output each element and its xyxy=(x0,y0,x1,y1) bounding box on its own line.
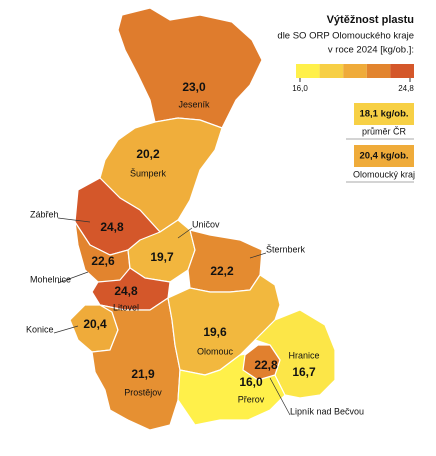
region-name: Olomouc xyxy=(197,346,234,356)
region-value: 24,8 xyxy=(100,220,124,234)
region-name: Jeseník xyxy=(178,99,210,109)
region-value: 16,0 xyxy=(239,375,263,389)
leader-line xyxy=(269,377,291,416)
legend-swatch xyxy=(390,64,414,78)
region-value: 23,0 xyxy=(182,80,206,94)
leader-line xyxy=(249,252,267,259)
region-name: Zábřeh xyxy=(30,209,59,219)
reference-box xyxy=(354,103,414,125)
region-name: Hranice xyxy=(288,350,319,360)
legend-swatch xyxy=(296,64,320,78)
region xyxy=(117,7,263,129)
reference-caption: průměr ČR xyxy=(362,126,407,136)
reference-label: 20,4 kg/ob. xyxy=(359,151,408,162)
region-value: 22,6 xyxy=(91,254,115,268)
legend-subtitle: dle SO ORP Olomouckého kraje xyxy=(277,31,414,42)
reference-caption: Olomoucký kraj xyxy=(353,169,415,179)
legend-title: Výtěžnost plastu xyxy=(327,14,414,26)
region-value: 24,8 xyxy=(114,284,138,298)
region-value: 16,7 xyxy=(292,365,316,379)
region-value: 21,9 xyxy=(131,367,155,381)
legend-swatch xyxy=(319,64,344,78)
region-name: Uničov xyxy=(192,219,220,229)
region-name: Litovel xyxy=(113,302,139,312)
region-name: Lipník nad Bečvou xyxy=(290,406,364,416)
legend-subtitle: v roce 2024 [kg/ob.]: xyxy=(328,45,414,56)
legend-swatch xyxy=(343,64,367,78)
region-value: 22,8 xyxy=(254,358,278,372)
region-value: 19,7 xyxy=(150,250,174,264)
region-name: Šumperk xyxy=(130,168,167,178)
legend-min: 16,0 xyxy=(292,84,308,93)
region-value: 19,6 xyxy=(203,325,227,339)
leader-line xyxy=(53,325,79,334)
region-name: Prostějov xyxy=(124,387,162,397)
reference-box xyxy=(354,145,414,167)
leader-line xyxy=(57,217,91,223)
regions xyxy=(69,7,336,431)
region-value: 22,2 xyxy=(210,264,234,278)
region-name: Konice xyxy=(26,324,54,334)
region-name: Mohelnice xyxy=(30,274,71,284)
leader-line xyxy=(177,227,193,239)
region-name: Šternberk xyxy=(266,244,306,254)
region-value: 20,4 xyxy=(83,317,107,331)
region xyxy=(242,344,281,381)
reference-label: 18,1 kg/ob. xyxy=(359,109,408,120)
legend-max: 24,8 xyxy=(398,84,414,93)
leader-line xyxy=(57,271,89,284)
region xyxy=(187,229,263,293)
legend-swatch xyxy=(366,64,391,78)
region-name: Přerov xyxy=(238,394,265,404)
region-value: 20,2 xyxy=(136,147,160,161)
